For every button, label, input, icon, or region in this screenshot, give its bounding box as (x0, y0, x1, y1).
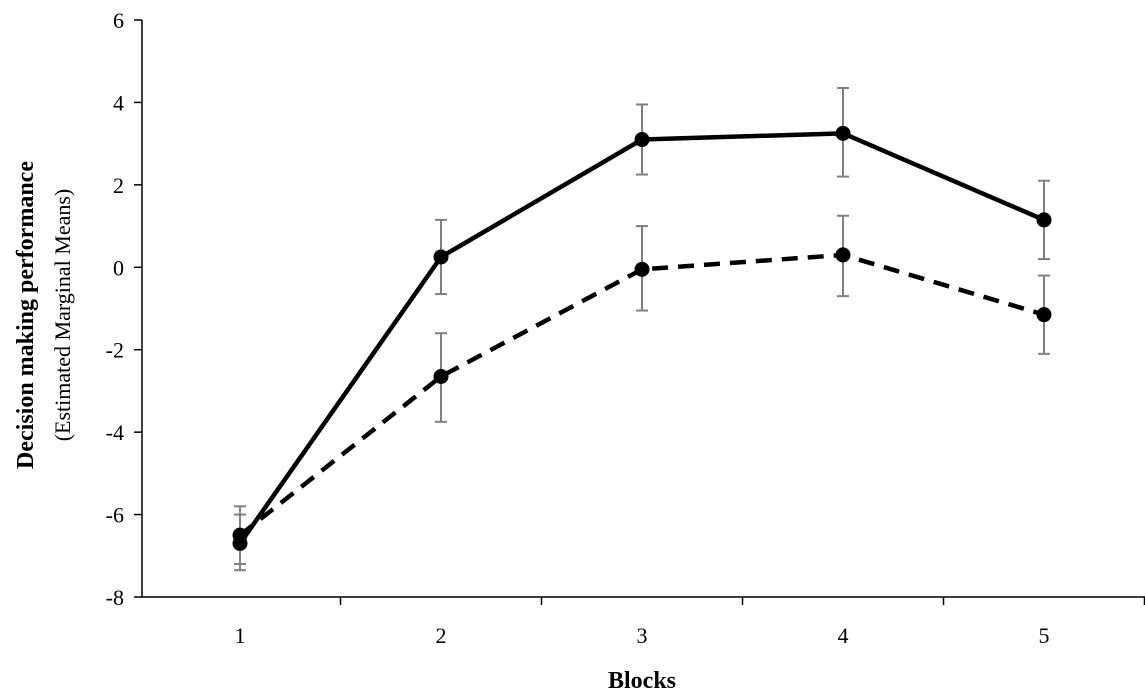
y-axis-subtitle: (Estimated Marginal Means) (50, 189, 75, 442)
data-point (634, 132, 650, 148)
x-tick-label: 3 (637, 623, 648, 648)
y-tick-label: 6 (113, 8, 124, 33)
y-tick-label: 4 (113, 90, 124, 115)
data-point (634, 261, 650, 277)
data-point (835, 247, 851, 263)
data-point (232, 527, 248, 543)
data-point (433, 369, 449, 385)
y-tick-label: 0 (113, 255, 124, 280)
error-bars (234, 87, 1050, 572)
x-axis-title: Blocks (608, 668, 676, 694)
x-ticks: 1 2 3 4 5 (235, 597, 1145, 648)
y-axis-title: Decision making performance (13, 161, 39, 469)
x-tick-label: 1 (235, 623, 246, 648)
x-tick-label: 2 (436, 623, 447, 648)
y-ticks: -8 -6 -4 -2 0 2 4 6 (106, 8, 142, 610)
data-point (433, 249, 449, 265)
y-tick-label: -6 (106, 503, 124, 528)
y-tick-label: -4 (106, 420, 124, 445)
data-points (232, 125, 1052, 551)
data-point (1036, 307, 1052, 323)
series-line-solid (238, 131, 1045, 545)
y-tick-label: -2 (106, 338, 124, 363)
y-tick-label: 2 (113, 173, 124, 198)
axes (141, 20, 1145, 598)
series-lines (238, 131, 1045, 545)
data-point (1036, 212, 1052, 228)
y-axis-title-group: Decision making performance (Estimated M… (13, 161, 75, 469)
data-point (835, 125, 851, 141)
y-tick-label: -8 (106, 585, 124, 610)
x-tick-label: 4 (838, 623, 849, 648)
x-tick-label: 5 (1039, 623, 1050, 648)
